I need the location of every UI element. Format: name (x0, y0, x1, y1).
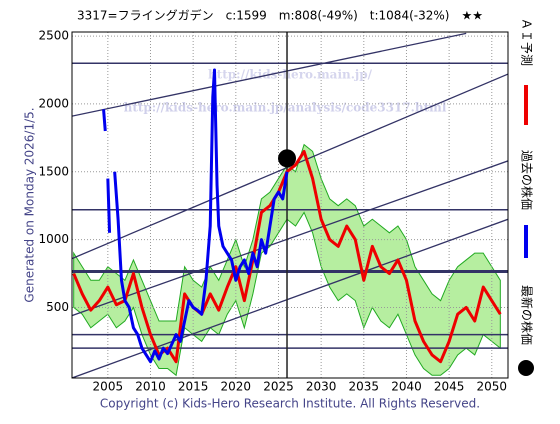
generated-text: Generated on Monday 2026/1/5. (23, 107, 37, 302)
legend-label: 最新の株価 (520, 285, 535, 345)
watermark: http://kids-hero.main.jp/ (208, 68, 373, 82)
trend-line (72, 32, 467, 117)
legend-label: 過去の株価 (520, 150, 535, 210)
trend-line (72, 160, 508, 317)
chart-title: 3317=フライングガデン c:1599 m:808(-49%) t:1084(… (77, 8, 483, 23)
plot-frame (71, 31, 509, 379)
plot-area: http://kids-hero.main.jp/http://kids-her… (72, 32, 508, 378)
legend-swatch (518, 360, 534, 376)
x-tick-label: 2050 (477, 380, 508, 394)
x-tick-label: 2025 (263, 380, 294, 394)
x-tick-label: 2045 (434, 380, 465, 394)
latest-price (278, 149, 297, 168)
x-tick-label: 2020 (221, 380, 252, 394)
y-tick-label: 2000 (38, 96, 69, 110)
x-tick-label: 2040 (391, 380, 422, 394)
x-tick-label: 2015 (178, 380, 209, 394)
x-tick-label: 2005 (93, 380, 124, 394)
axes: 500 1000 1500 2000 2500 2005 2010 2015 2020 2025 2… (38, 18, 534, 394)
y-tick-label: 2500 (38, 29, 69, 43)
x-tick-label: 2010 (135, 380, 166, 394)
y-tick-label: 500 (46, 300, 69, 314)
x-tick-label: 2030 (306, 380, 337, 394)
x-tick-label: 2035 (349, 380, 380, 394)
series-line (102, 68, 289, 364)
y-tick-label: 1000 (38, 232, 69, 246)
watermark: http://kids-hero.main.jp/analysis/code33… (124, 101, 447, 115)
copyright: Copyright (c) Kids-Hero Research Institu… (100, 397, 480, 411)
y-tick-label: 1500 (38, 164, 69, 178)
legend-label: ＡＩ予測 (520, 18, 534, 66)
